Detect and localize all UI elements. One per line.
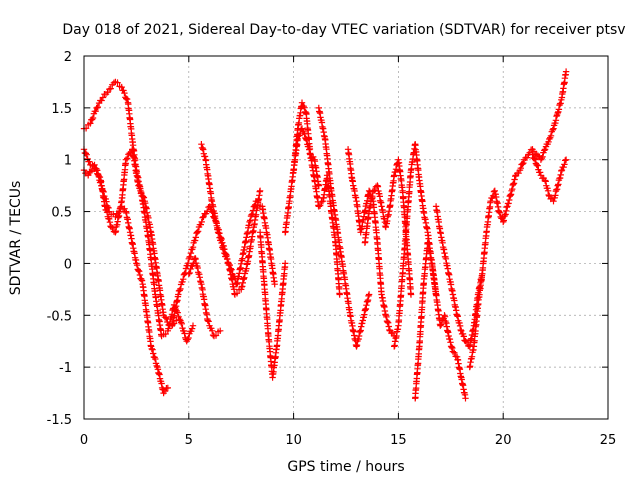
marker-path (168, 187, 264, 329)
y-axis-title: SDTVAR / TECUs (8, 181, 24, 296)
marker-path (80, 78, 197, 345)
marker-path (198, 141, 278, 288)
y-tick-label: 0 (64, 257, 72, 272)
series-sat-track-17 (529, 151, 570, 205)
plot-frame (83, 55, 609, 420)
marker-path (315, 104, 373, 350)
x-tick-label: 25 (600, 433, 617, 448)
x-tick-label: 10 (285, 433, 302, 448)
y-tick-label: -1.5 (47, 413, 72, 428)
y-tick-label: 1 (64, 154, 72, 169)
axis-ticks (83, 55, 609, 420)
marker-path (466, 68, 570, 371)
series-sat-track-11 (344, 146, 398, 340)
series-sat-track-16 (466, 68, 570, 371)
y-tick-label: -1 (59, 361, 72, 376)
x-tick-label: 0 (80, 433, 88, 448)
marker-path (185, 255, 224, 340)
x-tick-labels: 0 5 10 15 20 25 (80, 433, 616, 448)
y-tick-label: 1.5 (51, 102, 72, 117)
series-sat-track-5 (168, 187, 264, 329)
y-tick-labels: -1.5 -1 -0.5 0 0.5 1 1.5 2 (47, 50, 72, 428)
grid (84, 56, 608, 419)
y-tick-label: 0.5 (51, 206, 72, 221)
series-sat-track-14 (412, 239, 469, 402)
marker-path (256, 229, 289, 381)
marker-path (344, 146, 398, 340)
marker-path (412, 239, 469, 402)
series-sat-track-10 (315, 104, 373, 350)
x-tick-label: 20 (495, 433, 512, 448)
y-tick-label: -0.5 (47, 309, 72, 324)
series-sat-track-1 (80, 78, 197, 345)
x-axis-title: GPS time / hours (287, 459, 404, 475)
series-sat-track-9 (290, 99, 343, 298)
series-sat-track-7 (256, 229, 289, 381)
x-tick-label: 5 (185, 433, 193, 448)
chart-title: Day 018 of 2021, Sidereal Day-to-day VTE… (62, 22, 625, 38)
marker-path (529, 151, 570, 205)
series-sat-track-6 (185, 255, 224, 340)
series-sat-track-4 (198, 141, 278, 288)
data-points (80, 68, 570, 402)
marker-path (432, 203, 486, 350)
x-tick-label: 15 (390, 433, 407, 448)
series-sat-track-15 (432, 203, 486, 350)
y-tick-label: 2 (64, 50, 72, 65)
marker-path (290, 99, 343, 298)
